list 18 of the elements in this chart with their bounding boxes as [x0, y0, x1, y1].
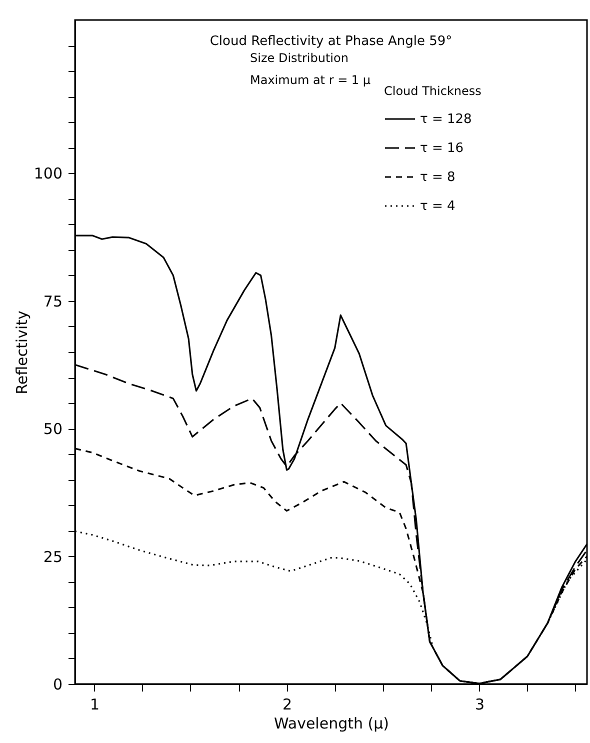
x-tick-label: 1: [90, 696, 100, 714]
y-tick-label: 100: [34, 164, 62, 183]
x-axis-title: Wavelength (μ): [274, 714, 389, 732]
y-tick-label: 75: [43, 292, 62, 310]
y-tick-label: 0: [52, 676, 62, 694]
y-axis-title: Reflectivity: [12, 310, 31, 394]
x-tick-label: 2: [282, 696, 292, 714]
legend-label: τ = 8: [420, 170, 456, 185]
y-tick-label: 50: [43, 420, 62, 438]
legend-title: Cloud Thickness: [384, 84, 482, 98]
annotation: Size Distribution: [250, 51, 348, 65]
text: Cloud Reflectivity at Phase Angle 59°: [210, 34, 452, 49]
legend-label: τ = 4: [420, 199, 456, 214]
y-tick-label: 25: [43, 548, 62, 566]
x-tick-label: 3: [474, 696, 484, 714]
annotation: Maximum at r = 1 μ: [250, 73, 371, 87]
legend-label: τ = 16: [420, 141, 464, 156]
legend-label: τ = 128: [420, 112, 472, 127]
